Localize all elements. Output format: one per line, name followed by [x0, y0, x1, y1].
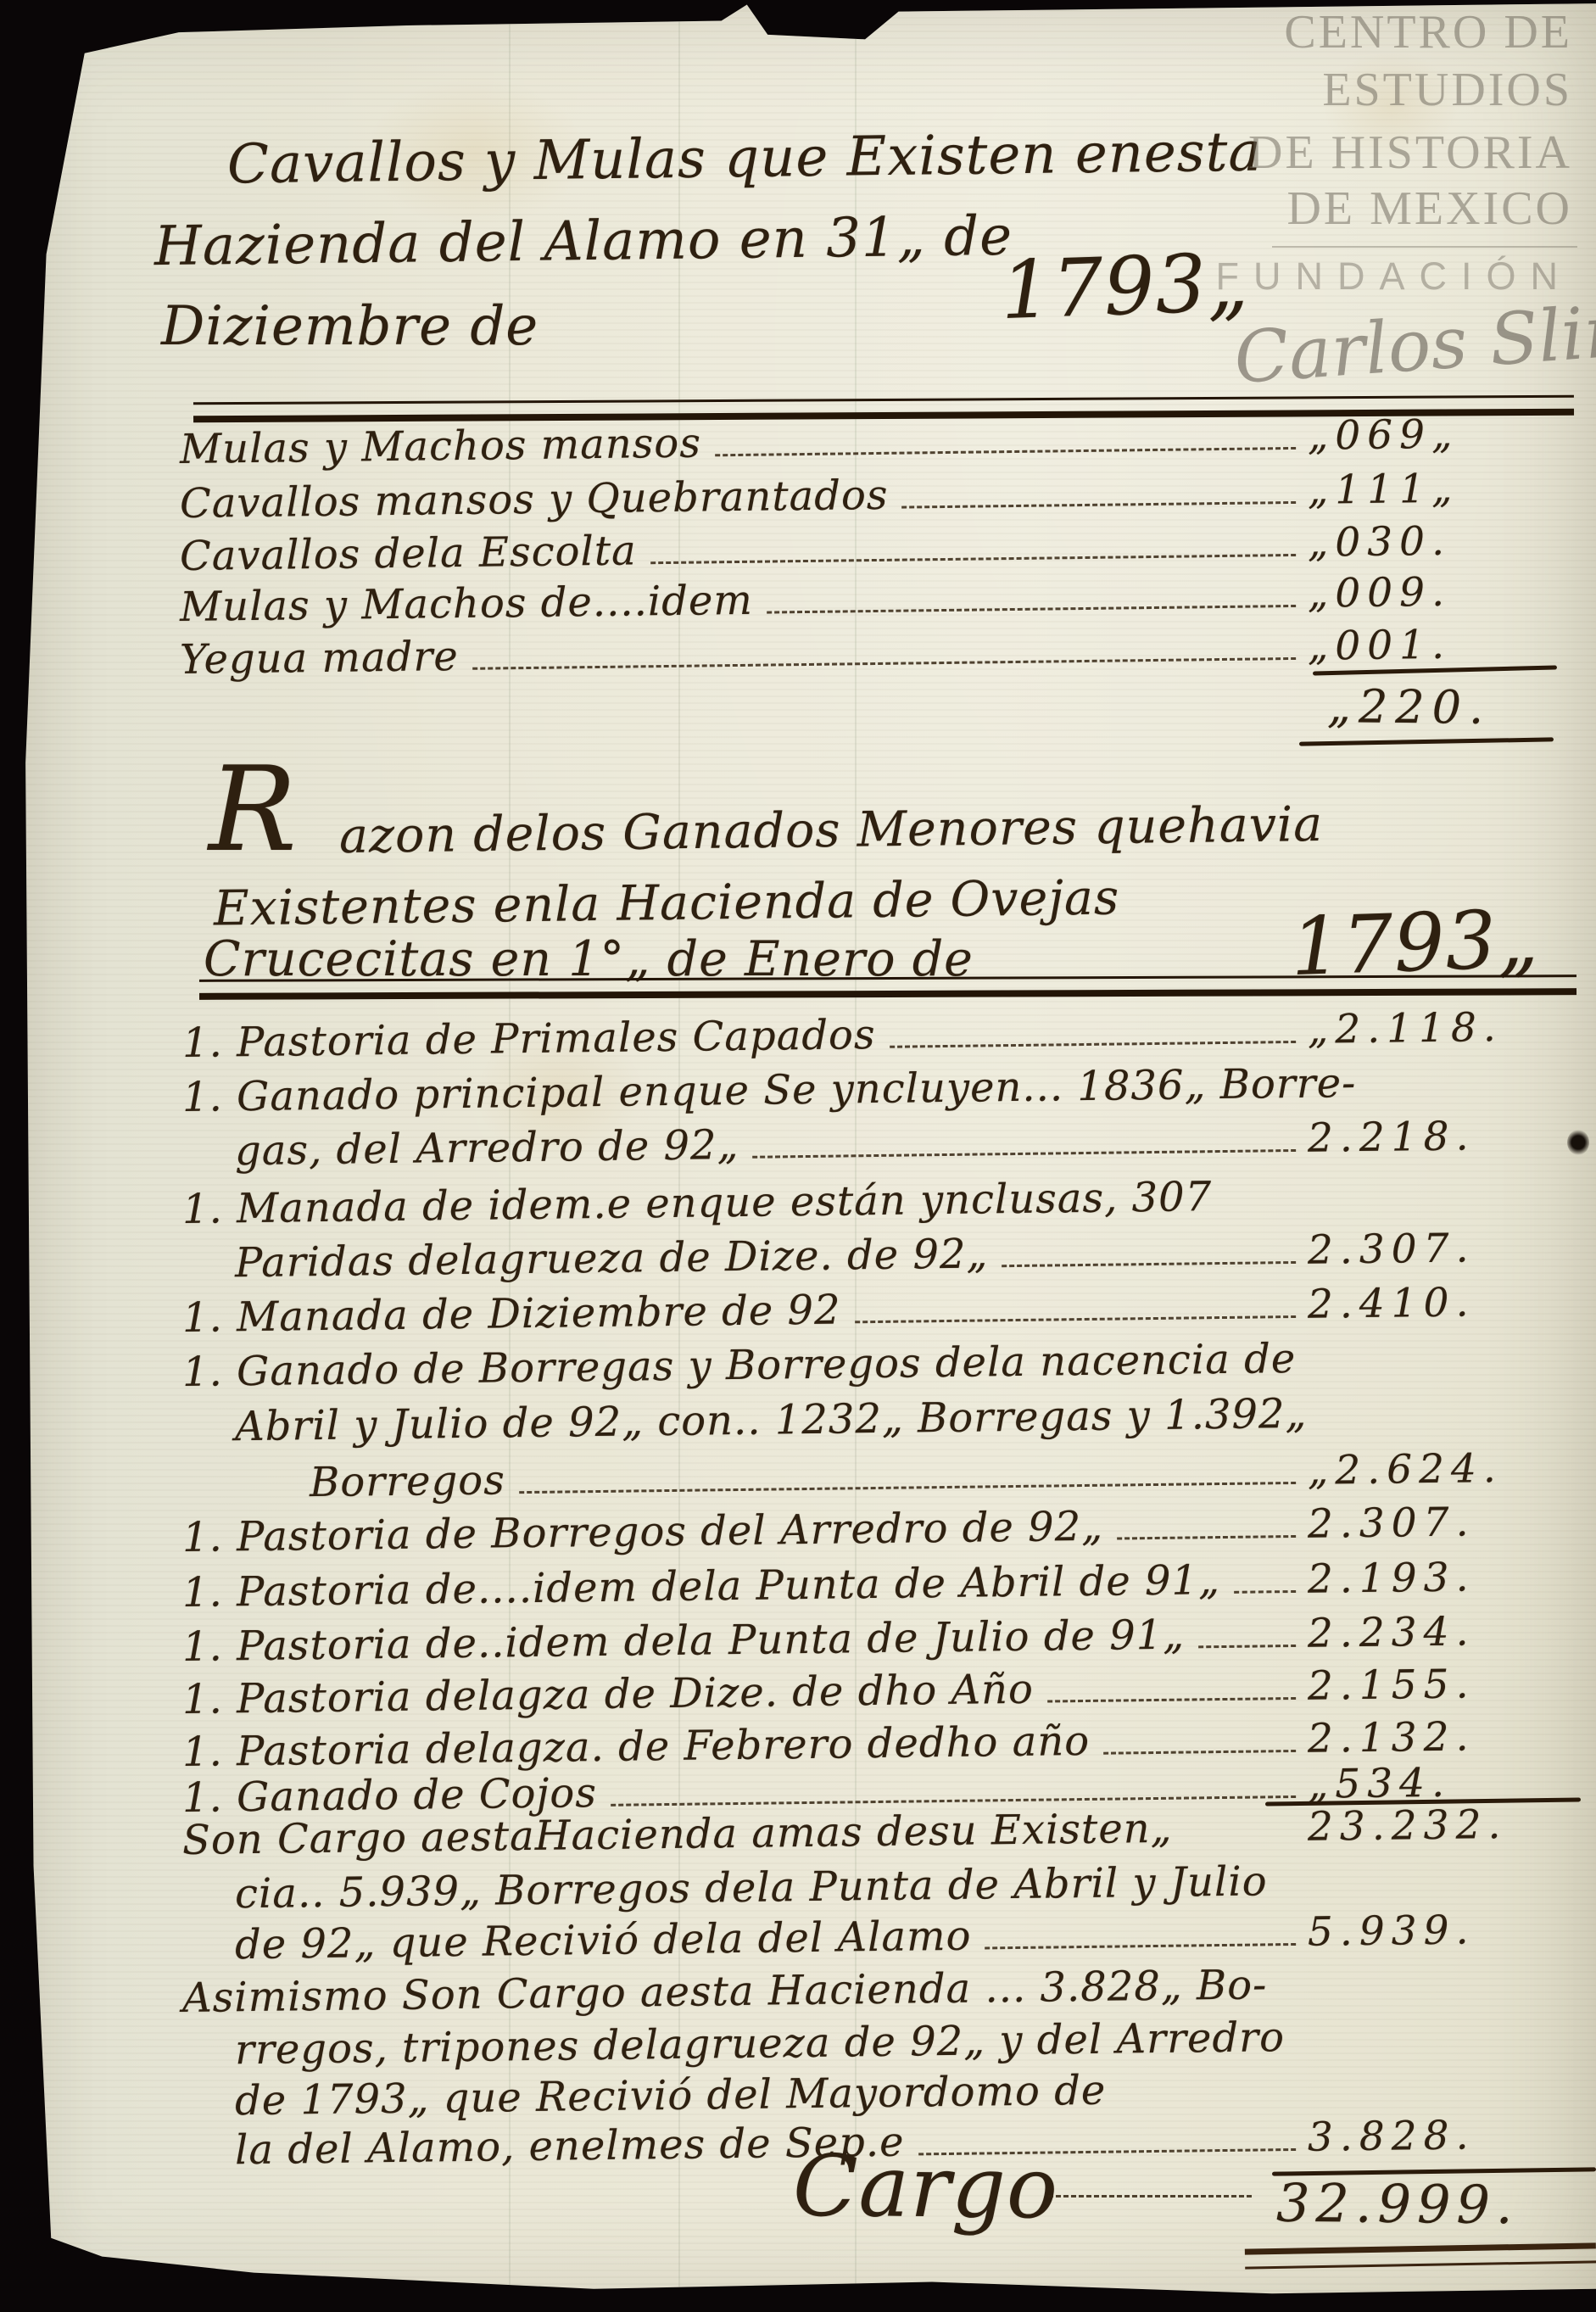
row-value: 2.307. [1307, 1499, 1476, 1548]
cargo-leader-row [1035, 2195, 1264, 2208]
cargo-label: Cargo [792, 2136, 1059, 2238]
section1-total: „220. [1326, 679, 1492, 734]
row-value: 2.234. [1307, 1608, 1476, 1657]
dotted-leader [985, 1907, 1297, 1950]
dotted-leader [752, 1114, 1297, 1159]
row-value: 2.155. [1307, 1661, 1476, 1710]
row-value: 2.410. [1307, 1279, 1476, 1328]
title-line: Hazienda del Alamo en 31„ de [153, 204, 1013, 279]
leader-gap [1186, 1803, 1296, 1842]
watermark-line: DE HISTORIA [1248, 126, 1572, 179]
row-value: 3.828. [1307, 2112, 1476, 2161]
row-label: Mulas y Machos mansos [179, 419, 702, 474]
row-label: 1. Pastoria de Primales Capados [181, 1011, 876, 1067]
row-label: Cavallos dela Escolta [179, 527, 638, 581]
row-value: „2.118. [1307, 1003, 1504, 1053]
dotted-leader [1102, 1714, 1297, 1755]
row-label: de 92„ que Recivió dela del Alamo [234, 1912, 972, 1969]
dotted-leader [1233, 1555, 1297, 1594]
row-value: 2.307. [1307, 1225, 1476, 1274]
paper-stain [365, 76, 585, 229]
paper-chain-line [509, 3, 511, 2294]
worm-hole [1567, 1130, 1589, 1155]
watermark-line: CENTRO DE [1284, 6, 1572, 59]
title-line: Cavallos y Mulas que Existen enesta [226, 120, 1262, 197]
row-label: 1. Manada de Diziembre de 92 [181, 1286, 841, 1342]
title-line: Existentes enla Hacienda de Ovejas [213, 869, 1120, 937]
row-label: Borregos [309, 1456, 506, 1507]
dotted-leader [1116, 1499, 1297, 1540]
dotted-leader [1001, 1226, 1297, 1268]
row-value: 2.132. [1307, 1713, 1476, 1762]
row-value: „030. [1307, 517, 1452, 567]
row-value: 5.939. [1307, 1907, 1476, 1956]
title-line: Crucecitas en 1°„ de Enero de [204, 931, 974, 987]
watermark-foundation: FUNDACIÓN [1215, 254, 1572, 298]
dotted-leader [766, 569, 1297, 614]
dotted-leader [650, 518, 1297, 565]
watermark-rule [1272, 246, 1577, 248]
row-label: Yegua madre [179, 633, 460, 684]
row-value: „001. [1307, 621, 1452, 670]
paper-stain [1323, 51, 1459, 161]
watermark-line: ESTUDIOS [1322, 64, 1572, 116]
paper-stain [475, 1026, 645, 1162]
row-value: „111„ [1307, 465, 1459, 514]
dotted-leader [714, 411, 1297, 457]
row-value: „009. [1307, 568, 1452, 617]
dotted-leader [889, 1005, 1297, 1048]
row-value: „2.624. [1307, 1444, 1504, 1494]
watermark-line: DE MEXICO [1286, 182, 1572, 235]
dotted-leader [901, 466, 1297, 509]
dotted-leader [854, 1280, 1297, 1324]
cargo-total: 32.999. [1275, 2171, 1519, 2237]
row-value: „069„ [1307, 410, 1459, 460]
row-label: gas, del Arredro de 92„ [234, 1120, 739, 1176]
title-line: Diziembre de [161, 295, 539, 358]
title-year: 1793„ [999, 236, 1251, 338]
dotted-leader [1048, 2195, 1252, 2198]
row-value: 2.193. [1307, 1554, 1476, 1603]
row-label: Cavallos mansos y Quebrantados [179, 471, 889, 528]
row-label: Paridas delagrueza de Dize. de 92„ [234, 1230, 989, 1287]
row-value: 23.232. [1307, 1801, 1508, 1851]
paper-chain-line [855, 3, 857, 2294]
paper-chain-line [678, 3, 680, 2294]
row-label: Mulas y Machos de....idem [179, 576, 754, 632]
row-value: 2.218. [1307, 1113, 1476, 1162]
dotted-leader [610, 1760, 1297, 1807]
dotted-leader [1046, 1661, 1297, 1703]
drop-cap: R [209, 741, 298, 878]
dotted-leader [1197, 1609, 1297, 1649]
